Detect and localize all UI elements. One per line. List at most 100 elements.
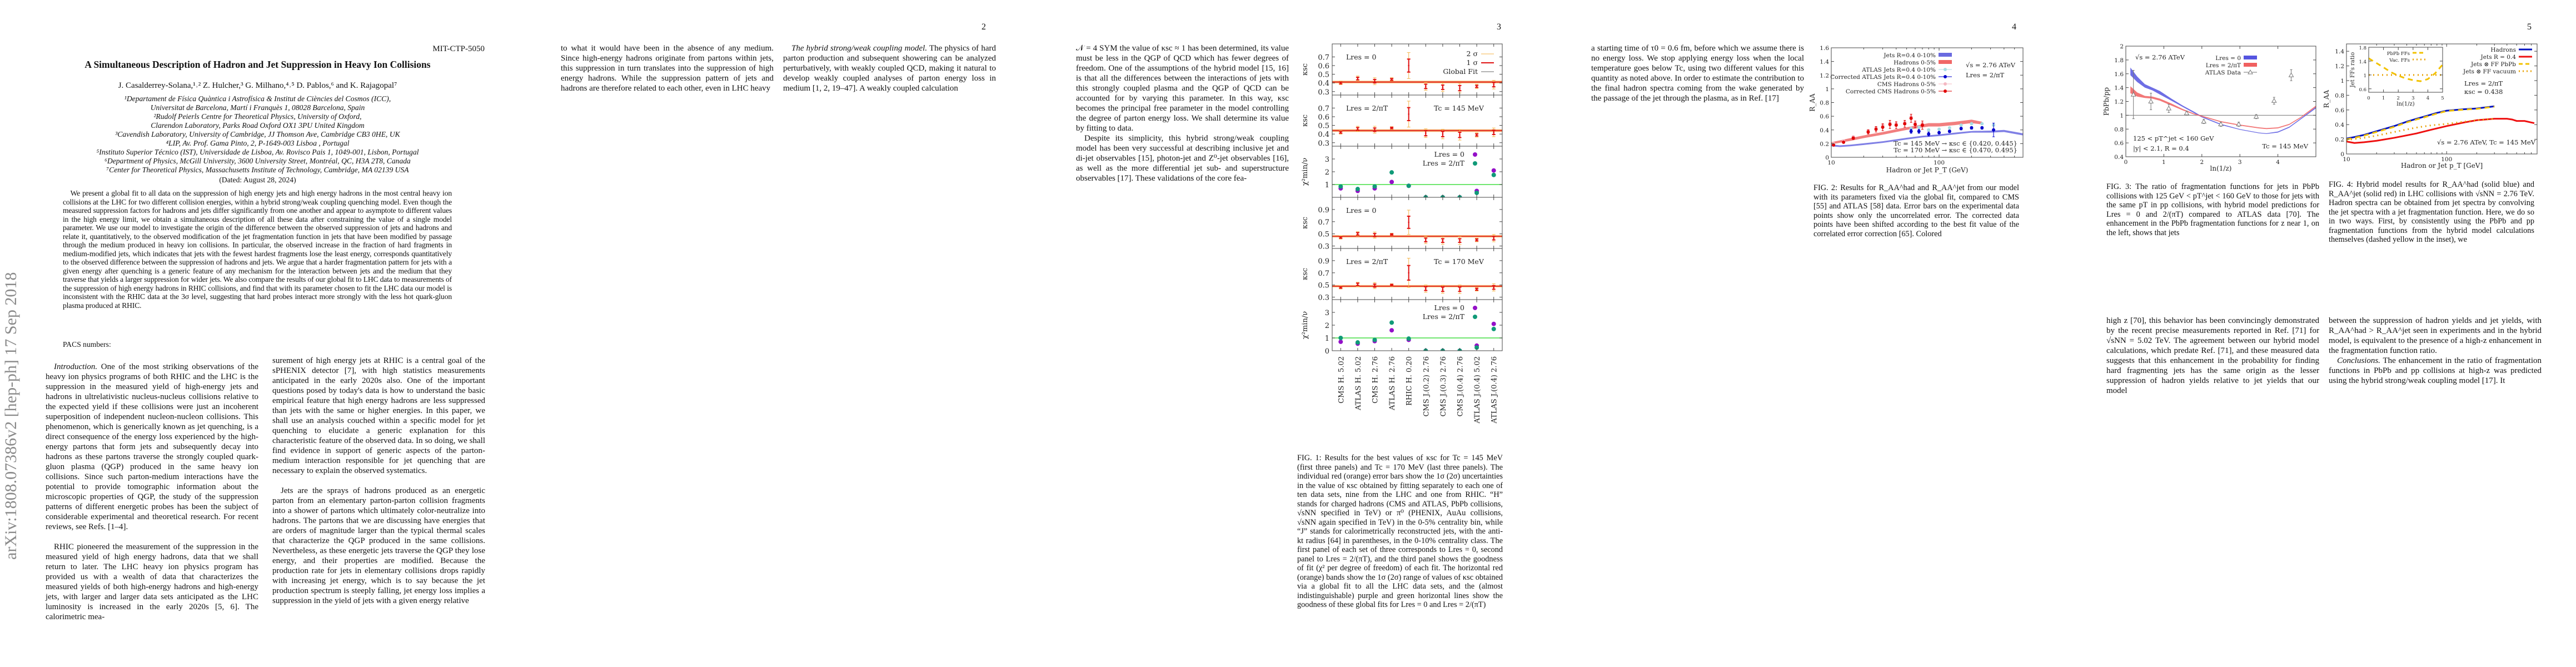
x-axis-label: ln(1/z)	[2210, 165, 2232, 172]
figure-1-caption: FIG. 1: Results for the best values of κ…	[1297, 454, 1503, 609]
kappa-point	[1391, 127, 1393, 129]
legend-label: Corrected ATLAS Jets R=0.4 0-10%	[1830, 74, 1936, 81]
paragraph: Conclusions. The enhancement in the rati…	[2329, 356, 2542, 386]
page-4: 4 a starting time of τ0 = 0.6 fm, before…	[1546, 0, 2061, 667]
figure-4-caption: FIG. 4: Hybrid model results for R_AA^ha…	[2329, 180, 2534, 244]
legend-swatch	[2244, 56, 2257, 59]
kappa-point	[1476, 134, 1478, 136]
affiliation-line: ¹Departament de Física Quàntica i Astrof…	[124, 94, 391, 103]
data-point	[1917, 125, 1921, 129]
panel-marks	[1332, 101, 1502, 141]
x-tick-label: 3	[2238, 159, 2242, 166]
y-axis-label: κsc	[1301, 63, 1309, 76]
chi2-point	[1372, 337, 1377, 342]
chi2-point	[1338, 339, 1343, 344]
legend-label: Corrected CMS Hadrons 0-5%	[1846, 88, 1936, 95]
global-fit-1sigma-band	[1332, 236, 1502, 237]
y-tick-label: 0.7	[1318, 53, 1329, 62]
x-axis-label: ln(1/z)	[2396, 101, 2415, 107]
x-tick-label: 4	[2426, 96, 2429, 101]
y-tick-label: 0.4	[1820, 127, 1829, 134]
y-tick-label: 1.8	[2359, 46, 2366, 51]
paragraph: Jets are the sprays of hadrons produced …	[272, 486, 485, 605]
tc-label: Tc = 170 MeV	[1434, 257, 1484, 266]
kappa-point	[1391, 284, 1393, 286]
data-point	[1894, 123, 1898, 127]
legend-marker	[1473, 161, 1477, 166]
category-label: RHIC H. 0.20	[1406, 356, 1414, 406]
legend-label: Hadrons	[2490, 47, 2516, 53]
data-point	[2271, 98, 2277, 103]
author-list: J. Casalderrey-Solana,¹˒² Z. Hulcher,³ G…	[118, 81, 397, 90]
y-tick-label: 2	[2120, 43, 2124, 50]
data-point	[1909, 116, 1913, 120]
legend-swatch	[1939, 53, 1952, 57]
kappa-point	[1408, 64, 1409, 67]
legend-swatch	[1939, 60, 1952, 64]
annotation: √s = 2.76 ATeV, Tc = 145 MeV	[2437, 138, 2536, 146]
legend-label: Jets R = 0.4	[2480, 54, 2517, 61]
series-0-line	[2346, 105, 2495, 140]
column-right: surement of high energy jets at RHIC is …	[272, 356, 485, 606]
plot-marks	[2346, 105, 2535, 144]
y-tick-label: 1	[2340, 78, 2344, 84]
kappa-point	[1391, 78, 1393, 81]
kappa-point	[1357, 283, 1359, 285]
annotation: Tc = 170 MeV → κsc ∈ {0.470, 0.495}	[1894, 146, 2017, 154]
column-left: high z [70], this behavior has been conv…	[2106, 316, 2319, 396]
plot-frame	[2368, 47, 2443, 93]
x-tick-label: 4	[2276, 159, 2280, 166]
chi2-point	[1338, 336, 1343, 340]
annotation: |y| < 2.1, R = 0.4	[2133, 145, 2189, 153]
y-tick-label: 1	[2120, 112, 2124, 119]
kappa-point	[1459, 240, 1461, 242]
category-label: CMS H. 5.02	[1337, 356, 1346, 404]
y-tick-label: 0.5	[1318, 282, 1329, 290]
y-tick-label: 0.6	[1318, 113, 1329, 122]
paragraph: Introduction. One of the most striking o…	[46, 362, 258, 532]
data-point	[1992, 128, 1996, 132]
x-tick-label: 10	[1827, 160, 1835, 166]
panel-marks	[1332, 168, 1502, 197]
y-axis-label: PbPb/pp	[2102, 87, 2110, 116]
kappa-point	[1493, 83, 1494, 86]
kappa-point	[1340, 82, 1342, 84]
column-left: a starting time of τ0 = 0.6 fm, before w…	[1591, 43, 1804, 103]
legend-marker	[1473, 152, 1477, 157]
x-tick-label: 2	[2200, 159, 2204, 166]
data-point	[1917, 130, 1921, 133]
data-point	[2148, 98, 2154, 103]
data-point	[2166, 105, 2172, 111]
category-label: CMS H. 2.76	[1372, 356, 1380, 404]
series-2-line	[2346, 106, 2495, 141]
page-2: 2 to what it would have been in the abse…	[515, 0, 1030, 667]
annotation: Tc = 145 MeV → κsc ∈ {0.420, 0.445}	[1894, 140, 2017, 147]
legend-marker	[2248, 69, 2253, 74]
x-tick-label: 5	[2441, 96, 2444, 101]
y-tick-label: 1	[1325, 335, 1329, 343]
paragraph: high z [70], this behavior has been conv…	[2106, 316, 2319, 395]
y-tick-label: 0.3	[1318, 140, 1329, 148]
page-number: 4	[2012, 22, 2016, 32]
category-label: ATLAS J.(0.4) 2.76	[1491, 356, 1499, 424]
paragraph: to what it would have been in the absenc…	[561, 44, 774, 93]
data-point	[1937, 127, 1941, 131]
data-point	[1903, 122, 1907, 126]
legend-label: CMS Hadrons 0-5%	[1877, 81, 1936, 88]
affiliation-line: Universitat de Barcelona, Martí i Franqu…	[150, 103, 365, 112]
x-tick-label: 1	[2162, 159, 2166, 166]
y-tick-label: 1.2	[2114, 99, 2124, 106]
category-label: CMS J.(0.2) 2.76	[1422, 356, 1431, 417]
legend-label: Jets ⊗ FF PbPb	[2470, 61, 2516, 68]
y-tick-label: 0.2	[1820, 141, 1829, 147]
panel-marks	[1332, 210, 1502, 245]
panel-label: Lres = 2/πT	[1346, 104, 1388, 112]
data-point	[2253, 113, 2259, 119]
global-fit-1sigma-band	[1332, 81, 1502, 83]
y-axis-label: R_AA	[2323, 89, 2330, 108]
panel-label: Lres = 2/πT	[1346, 257, 1388, 266]
y-axis-label: κsc	[1301, 217, 1309, 229]
kappa-point	[1340, 131, 1342, 133]
data-point	[1970, 122, 1974, 126]
y-tick-label: 0.4	[1318, 131, 1329, 139]
